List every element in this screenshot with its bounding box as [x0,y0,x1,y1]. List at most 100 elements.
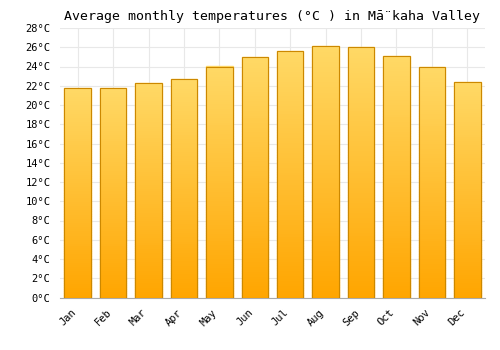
Bar [348,210,374,212]
Bar [136,113,162,115]
Bar [383,184,409,186]
Bar [277,125,303,127]
Bar [418,252,445,254]
Bar [277,219,303,221]
Bar [100,199,126,201]
Bar [64,127,91,130]
Bar [418,263,445,265]
Bar [136,205,162,207]
Bar [242,129,268,132]
Bar [100,132,126,134]
Bar [383,179,409,182]
Bar [348,260,374,262]
Bar [454,276,480,278]
Bar [383,213,409,215]
Bar [418,169,445,171]
Bar [312,159,339,162]
Bar [206,184,233,187]
Bar [206,242,233,244]
Bar [242,235,268,237]
Bar [348,112,374,115]
Bar [383,124,409,126]
Bar [454,82,480,84]
Bar [418,242,445,245]
Bar [312,219,339,222]
Bar [100,125,126,127]
Bar [277,184,303,187]
Bar [312,235,339,237]
Bar [100,251,126,253]
Bar [170,271,197,273]
Bar [206,233,233,235]
Bar [418,68,445,70]
Bar [136,242,162,244]
Bar [312,94,339,97]
Bar [206,163,233,166]
Bar [454,209,480,211]
Bar [312,132,339,134]
Bar [64,125,91,127]
Bar [100,140,126,142]
Bar [136,274,162,276]
Bar [277,76,303,78]
Bar [454,214,480,216]
Bar [277,115,303,118]
Bar [454,252,480,254]
Bar [64,165,91,167]
Bar [418,153,445,155]
Bar [418,265,445,268]
Bar [242,220,268,223]
Bar [312,91,339,94]
Bar [136,222,162,224]
Bar [64,226,91,228]
Bar [454,121,480,123]
Bar [312,270,339,272]
Bar [454,226,480,229]
Bar [100,94,126,96]
Bar [312,295,339,298]
Bar [418,146,445,148]
Bar [170,210,197,212]
Bar [100,293,126,295]
Bar [312,232,339,235]
Bar [277,160,303,162]
Bar [312,162,339,164]
Bar [418,203,445,205]
Bar [383,94,409,97]
Bar [312,280,339,282]
Bar [312,192,339,195]
Bar [206,133,233,136]
Bar [64,106,91,108]
Bar [277,194,303,196]
Bar [170,127,197,129]
Bar [206,237,233,240]
Bar [454,211,480,214]
Bar [277,288,303,290]
Bar [454,270,480,272]
Bar [312,154,339,157]
Bar [100,285,126,287]
Bar [170,151,197,153]
Bar [383,158,409,160]
Bar [454,101,480,104]
Bar [383,271,409,273]
Bar [277,157,303,160]
Bar [206,90,233,92]
Bar [64,176,91,178]
Bar [454,110,480,112]
Bar [100,172,126,174]
Bar [277,137,303,140]
Bar [454,293,480,295]
Bar [136,98,162,100]
Bar [312,252,339,255]
Bar [64,283,91,285]
Bar [170,219,197,221]
Bar [64,138,91,140]
Bar [383,114,409,116]
Bar [206,159,233,161]
Bar [242,76,268,78]
Bar [312,250,339,252]
Bar [206,260,233,263]
Bar [170,158,197,160]
Bar [454,91,480,93]
